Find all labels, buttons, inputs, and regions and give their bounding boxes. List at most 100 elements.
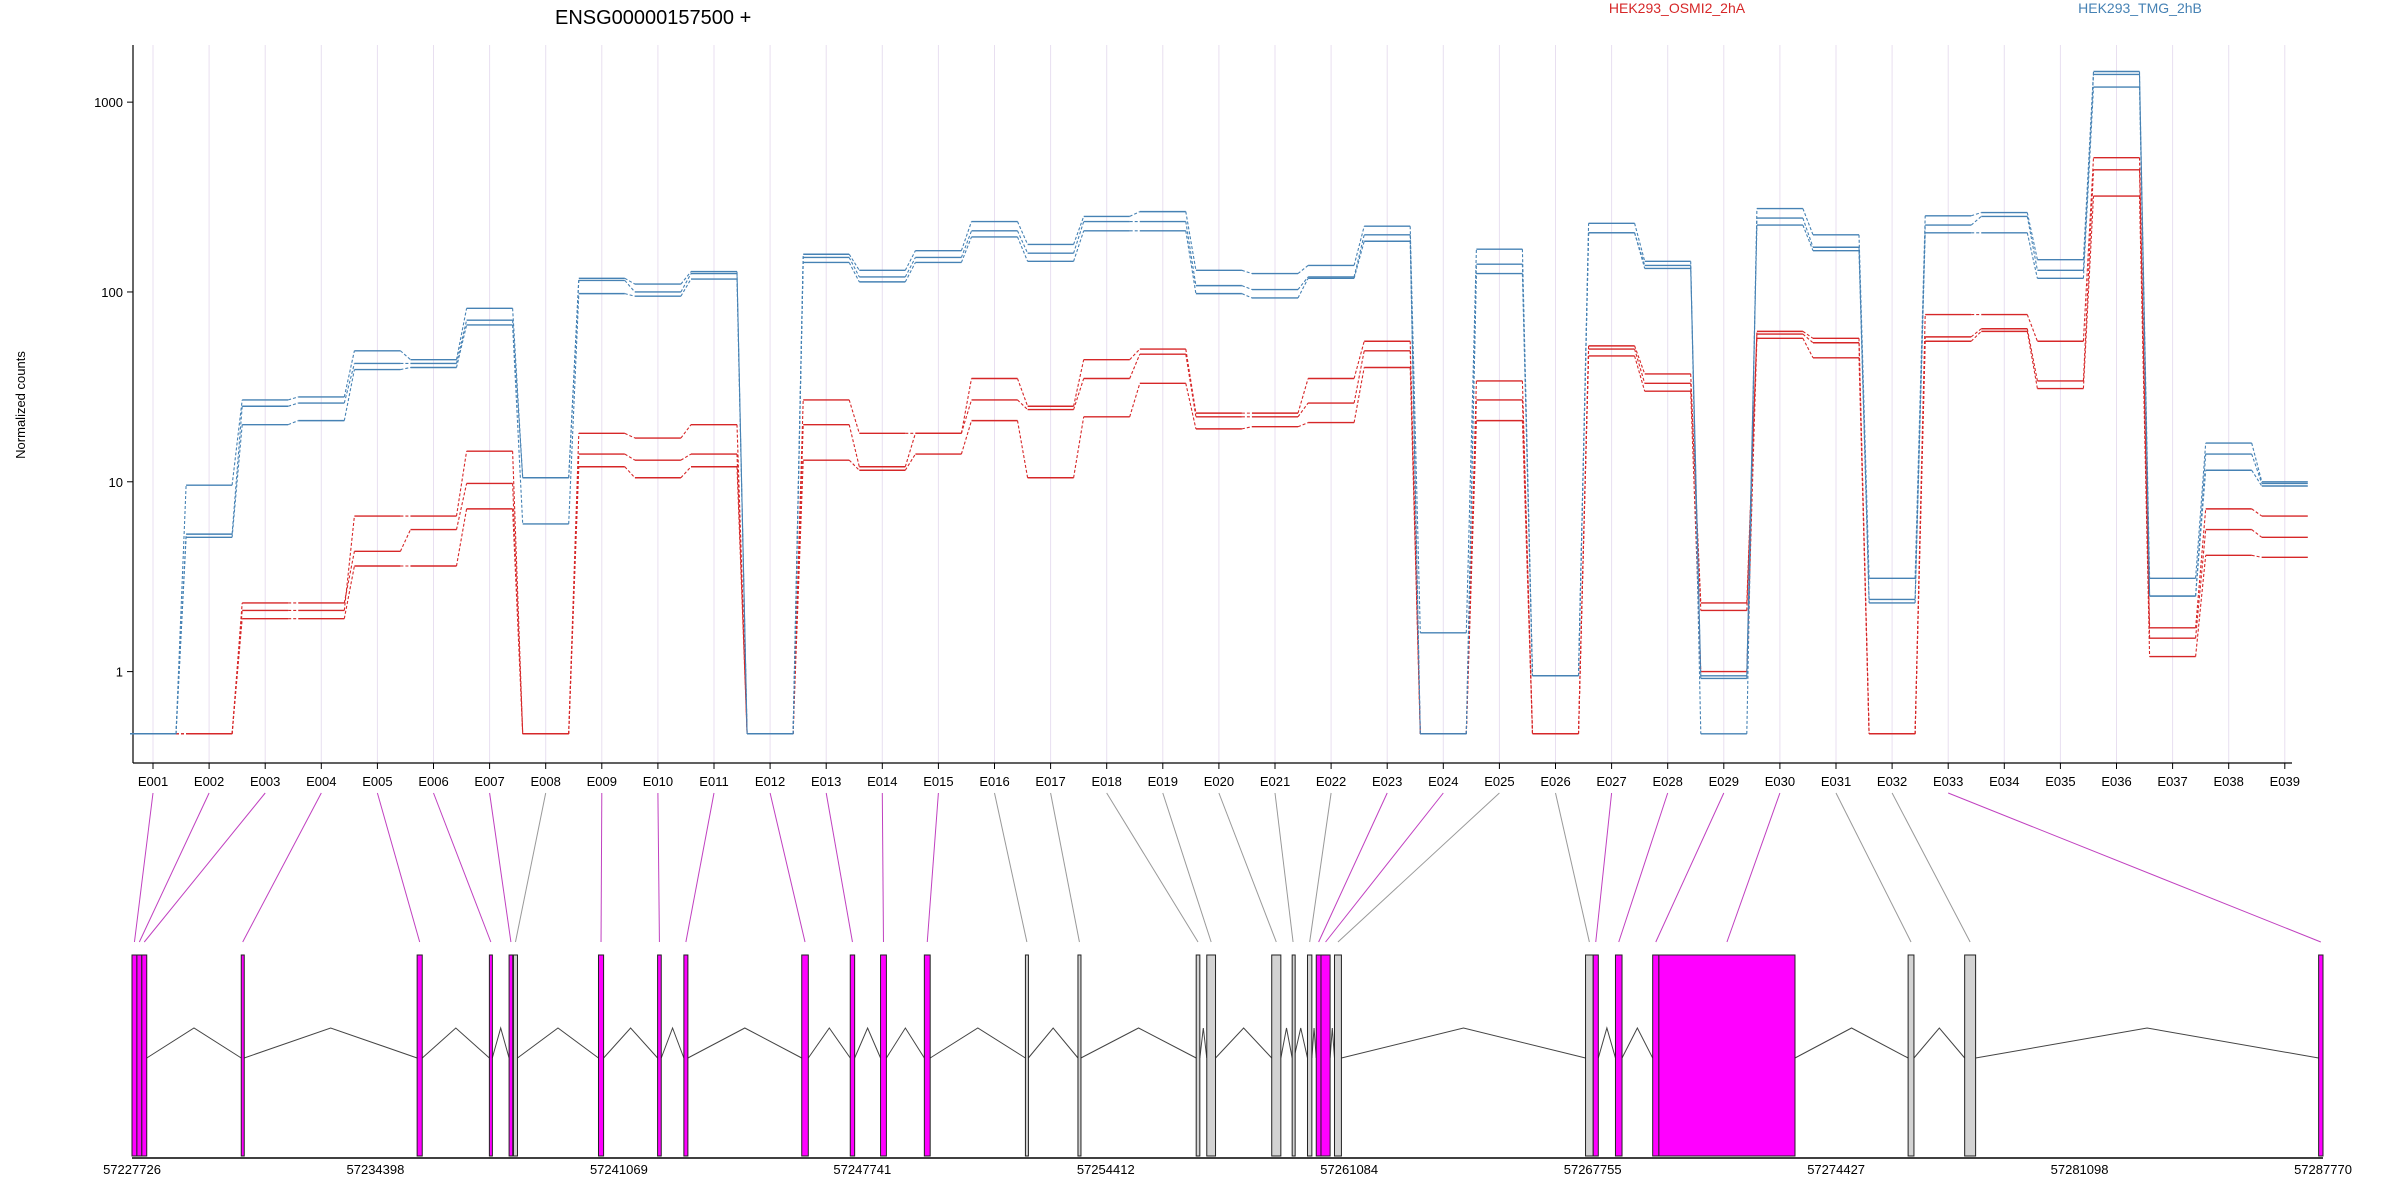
exon-connector <box>1655 792 1725 943</box>
exon-connector <box>133 792 154 943</box>
x-tick-label: E005 <box>362 774 392 789</box>
series-transition <box>1016 236 1029 262</box>
x-tick-label: E008 <box>531 774 561 789</box>
genomic-tick-label: 57247741 <box>833 1162 891 1177</box>
series-group-tmg <box>130 70 2308 735</box>
x-tick-label: E038 <box>2214 774 2244 789</box>
series-transition <box>512 508 524 734</box>
x-tick-label: E010 <box>643 774 673 789</box>
series-transition <box>1297 378 1309 414</box>
series-transition <box>1970 328 1982 338</box>
exon-box <box>2318 954 2324 1157</box>
series-transition <box>288 402 299 407</box>
series-transition <box>904 433 916 467</box>
series-transition <box>455 324 468 368</box>
x-tick-label: E006 <box>418 774 448 789</box>
exon-connector <box>1555 792 1590 943</box>
series-transition <box>343 363 355 404</box>
exon-connector <box>926 792 939 943</box>
series-transition <box>512 308 524 478</box>
series-transition <box>288 396 299 401</box>
exon-connector <box>1948 792 2321 943</box>
intron-line <box>1215 1027 1273 1059</box>
series-transition <box>2082 71 2095 260</box>
series-transition <box>1241 269 1253 275</box>
series-transition <box>343 515 355 611</box>
intron-line <box>1027 1027 1079 1059</box>
series-transition <box>1073 221 1085 254</box>
exon-connector <box>376 792 421 943</box>
series-transition <box>2251 442 2263 482</box>
series-transition <box>343 551 355 604</box>
series-transition <box>2251 554 2262 558</box>
series-transition <box>1802 224 1814 251</box>
exon-box <box>1652 954 1660 1157</box>
series-transition <box>736 271 748 734</box>
x-tick-label: E003 <box>250 774 280 789</box>
series-transition <box>1409 234 1421 734</box>
series-transition <box>2195 442 2207 579</box>
series-transition <box>1017 399 1028 411</box>
x-tick-label: E032 <box>1877 774 1907 789</box>
series-transition <box>1746 331 1758 611</box>
x-tick-label: E027 <box>1596 774 1626 789</box>
exon-connector <box>881 792 884 943</box>
series-transition <box>1521 249 1534 676</box>
y-tick-label: 10 <box>109 475 123 490</box>
series-transition <box>1914 215 1926 579</box>
exon-connector <box>1309 792 1332 943</box>
series-transition <box>1241 293 1253 299</box>
series-transition <box>624 432 636 439</box>
series-transition <box>343 369 355 421</box>
exon-connector <box>1218 792 1277 943</box>
gene-title: ENSG00000157500 + <box>555 7 751 29</box>
series-transition <box>1802 217 1814 248</box>
x-tick-label: E035 <box>2045 774 2075 789</box>
series-transition <box>400 350 411 361</box>
y-tick-label: 1000 <box>94 95 123 110</box>
series-transition <box>960 399 973 434</box>
series-transition <box>1016 221 1029 245</box>
legend-osmi: HEK293_OSMI2_2hA <box>1609 0 1746 16</box>
series-transition <box>1297 276 1309 290</box>
series-transition <box>1634 223 1646 262</box>
genomic-tick-label: 57254412 <box>1077 1162 1135 1177</box>
x-tick-label: E018 <box>1092 774 1122 789</box>
series-transition <box>512 451 524 734</box>
series-transition <box>2026 328 2038 382</box>
exon-box <box>136 954 143 1157</box>
exon-box <box>512 954 518 1157</box>
exon-connector <box>143 792 266 943</box>
exon-connector <box>825 792 853 943</box>
genomic-tick-label: 57241069 <box>590 1162 648 1177</box>
exon-connector <box>1595 792 1613 943</box>
series-transition <box>792 254 804 734</box>
series-transition <box>1185 349 1197 414</box>
series-transition <box>1129 211 1141 217</box>
series-transition <box>1746 208 1758 734</box>
series-transition <box>624 453 636 461</box>
series-transition <box>1802 333 1814 344</box>
series-transition <box>624 280 636 293</box>
series-transition <box>2195 555 2207 657</box>
exon-connector <box>1325 792 1444 943</box>
genomic-tick-label: 57281098 <box>2051 1162 2109 1177</box>
series-transition <box>2026 331 2038 389</box>
x-tick-label: E007 <box>474 774 504 789</box>
series-transition <box>400 366 411 371</box>
count-series <box>130 70 2308 735</box>
series-transition <box>848 253 860 271</box>
series-transition <box>848 257 860 278</box>
x-tick-label: E017 <box>1035 774 1065 789</box>
exon-connector <box>514 792 547 943</box>
series-transition <box>287 420 299 426</box>
series-transition <box>1185 383 1197 429</box>
x-tick-label: E030 <box>1765 774 1795 789</box>
series-transition <box>1241 426 1253 430</box>
exon-gridlines <box>152 45 2286 763</box>
series-transition <box>2026 232 2038 279</box>
series-transition <box>455 320 468 364</box>
series-transition <box>1690 261 1702 734</box>
series-transition <box>2138 71 2151 579</box>
series-transition <box>175 534 187 734</box>
